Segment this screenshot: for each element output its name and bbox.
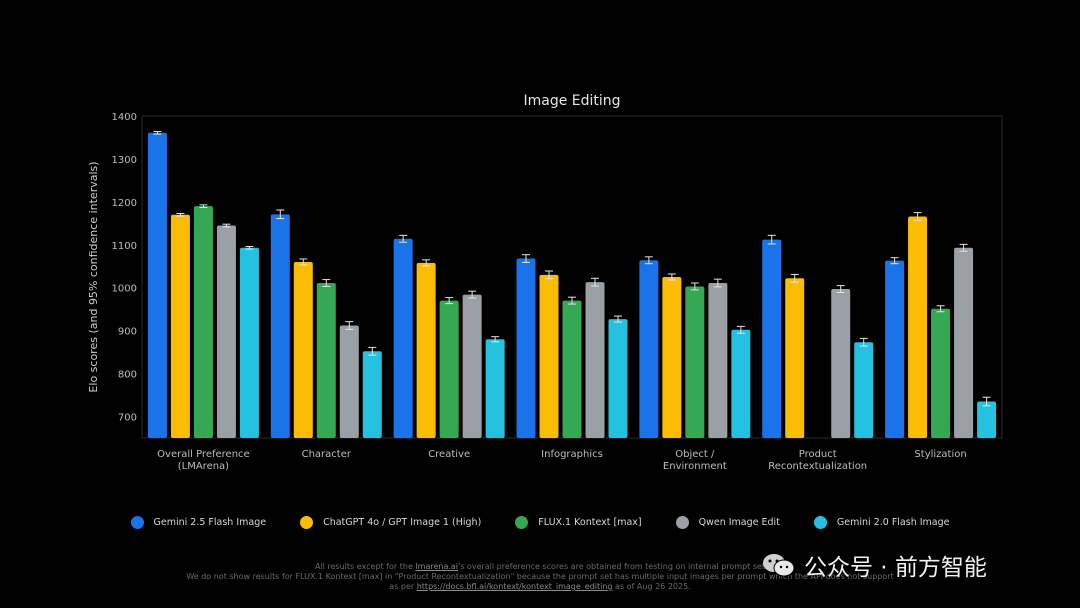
bar bbox=[362, 351, 382, 438]
bar bbox=[908, 216, 928, 438]
chart-title: Image Editing bbox=[523, 93, 620, 109]
chart-legend: Gemini 2.5 Flash Image ChatGPT 4o / GPT I… bbox=[0, 516, 1080, 529]
bar bbox=[516, 258, 536, 438]
y-tick-label: 700 bbox=[118, 413, 137, 424]
bar bbox=[608, 319, 628, 438]
bar bbox=[462, 294, 482, 438]
x-tick-label: Creative bbox=[428, 449, 470, 460]
bar bbox=[216, 225, 236, 438]
bar bbox=[762, 239, 782, 438]
bar bbox=[731, 329, 751, 438]
bar bbox=[539, 274, 559, 438]
y-tick-label: 1100 bbox=[112, 241, 137, 252]
bar bbox=[393, 238, 413, 438]
watermark: 公众号 · 前方智能 bbox=[762, 548, 987, 582]
legend-label: ChatGPT 4o / GPT Image 1 (High) bbox=[323, 517, 482, 528]
bar bbox=[854, 342, 874, 438]
legend-swatch bbox=[515, 516, 529, 529]
bar bbox=[485, 339, 505, 438]
bar bbox=[293, 261, 313, 438]
bar bbox=[170, 214, 190, 438]
bar bbox=[239, 247, 259, 438]
bar bbox=[562, 300, 582, 438]
legend-item: ChatGPT 4o / GPT Image 1 (High) bbox=[300, 516, 481, 529]
chart-labels: Image Editing Elo scores (and 95% confide… bbox=[87, 93, 967, 472]
footnote-line-1: All results except for the lmarena.ai's … bbox=[314, 562, 766, 571]
x-tick-label: Stylization bbox=[914, 449, 966, 460]
bar bbox=[639, 260, 659, 438]
bar bbox=[339, 325, 359, 438]
x-tick-label: Infographics bbox=[541, 449, 603, 460]
wechat-icon bbox=[763, 554, 795, 577]
legend-swatch bbox=[813, 516, 827, 529]
bar bbox=[439, 300, 459, 438]
bar bbox=[316, 283, 336, 438]
bar bbox=[685, 286, 705, 438]
lmarena-link[interactable]: lmarena.ai bbox=[415, 562, 459, 571]
legend-item: Gemini 2.0 Flash Image bbox=[813, 516, 950, 529]
legend-item: FLUX.1 Kontext [max] bbox=[515, 516, 642, 529]
legend-label: Gemini 2.5 Flash Image bbox=[153, 517, 267, 528]
bar bbox=[708, 283, 728, 438]
x-tick-label: Object / Environment bbox=[663, 449, 727, 472]
y-tick-label: 1300 bbox=[112, 155, 137, 166]
x-tick-label: Product Recontextualization bbox=[768, 449, 867, 472]
y-tick-label: 900 bbox=[118, 327, 137, 338]
footnote-line-2: We do not show results for FLUX.1 Kontex… bbox=[186, 572, 894, 581]
y-tick-label: 1400 bbox=[112, 112, 137, 123]
y-tick-label: 1200 bbox=[112, 198, 137, 209]
legend-swatch bbox=[675, 516, 689, 529]
legend-item: Gemini 2.5 Flash Image bbox=[130, 516, 267, 529]
bar bbox=[193, 206, 213, 438]
bar bbox=[585, 282, 605, 438]
bar bbox=[662, 277, 682, 438]
footnote-line-3: as per https://docs.bfl.ai/kontext/konte… bbox=[389, 582, 691, 591]
bar bbox=[831, 289, 851, 438]
watermark-text: 公众号 · 前方智能 bbox=[804, 555, 987, 581]
bar bbox=[977, 401, 997, 438]
bar bbox=[416, 262, 436, 438]
legend-swatch bbox=[300, 516, 314, 529]
bar bbox=[270, 214, 290, 438]
chart-bars bbox=[147, 130, 997, 438]
x-tick-label: Character bbox=[302, 449, 352, 460]
bar bbox=[885, 260, 905, 438]
legend-swatch bbox=[130, 516, 144, 529]
y-tick-label: 800 bbox=[118, 370, 137, 381]
legend-label: Gemini 2.0 Flash Image bbox=[836, 517, 950, 528]
bar bbox=[954, 247, 974, 438]
bar bbox=[931, 308, 951, 438]
legend-label: Qwen Image Edit bbox=[698, 517, 780, 528]
legend-label: FLUX.1 Kontext [max] bbox=[538, 517, 642, 528]
legend-item: Qwen Image Edit bbox=[675, 516, 780, 529]
bar bbox=[785, 278, 805, 438]
bar bbox=[147, 132, 167, 438]
y-axis-label: Elo scores (and 95% confidence intervals… bbox=[87, 161, 100, 392]
x-tick-label: Overall Preference (LMArena) bbox=[157, 449, 250, 472]
y-tick-label: 1000 bbox=[112, 284, 137, 295]
docs-link[interactable]: https://docs.bfl.ai/kontext/kontext_imag… bbox=[416, 582, 613, 591]
footnote: All results except for the lmarena.ai's … bbox=[120, 562, 960, 592]
